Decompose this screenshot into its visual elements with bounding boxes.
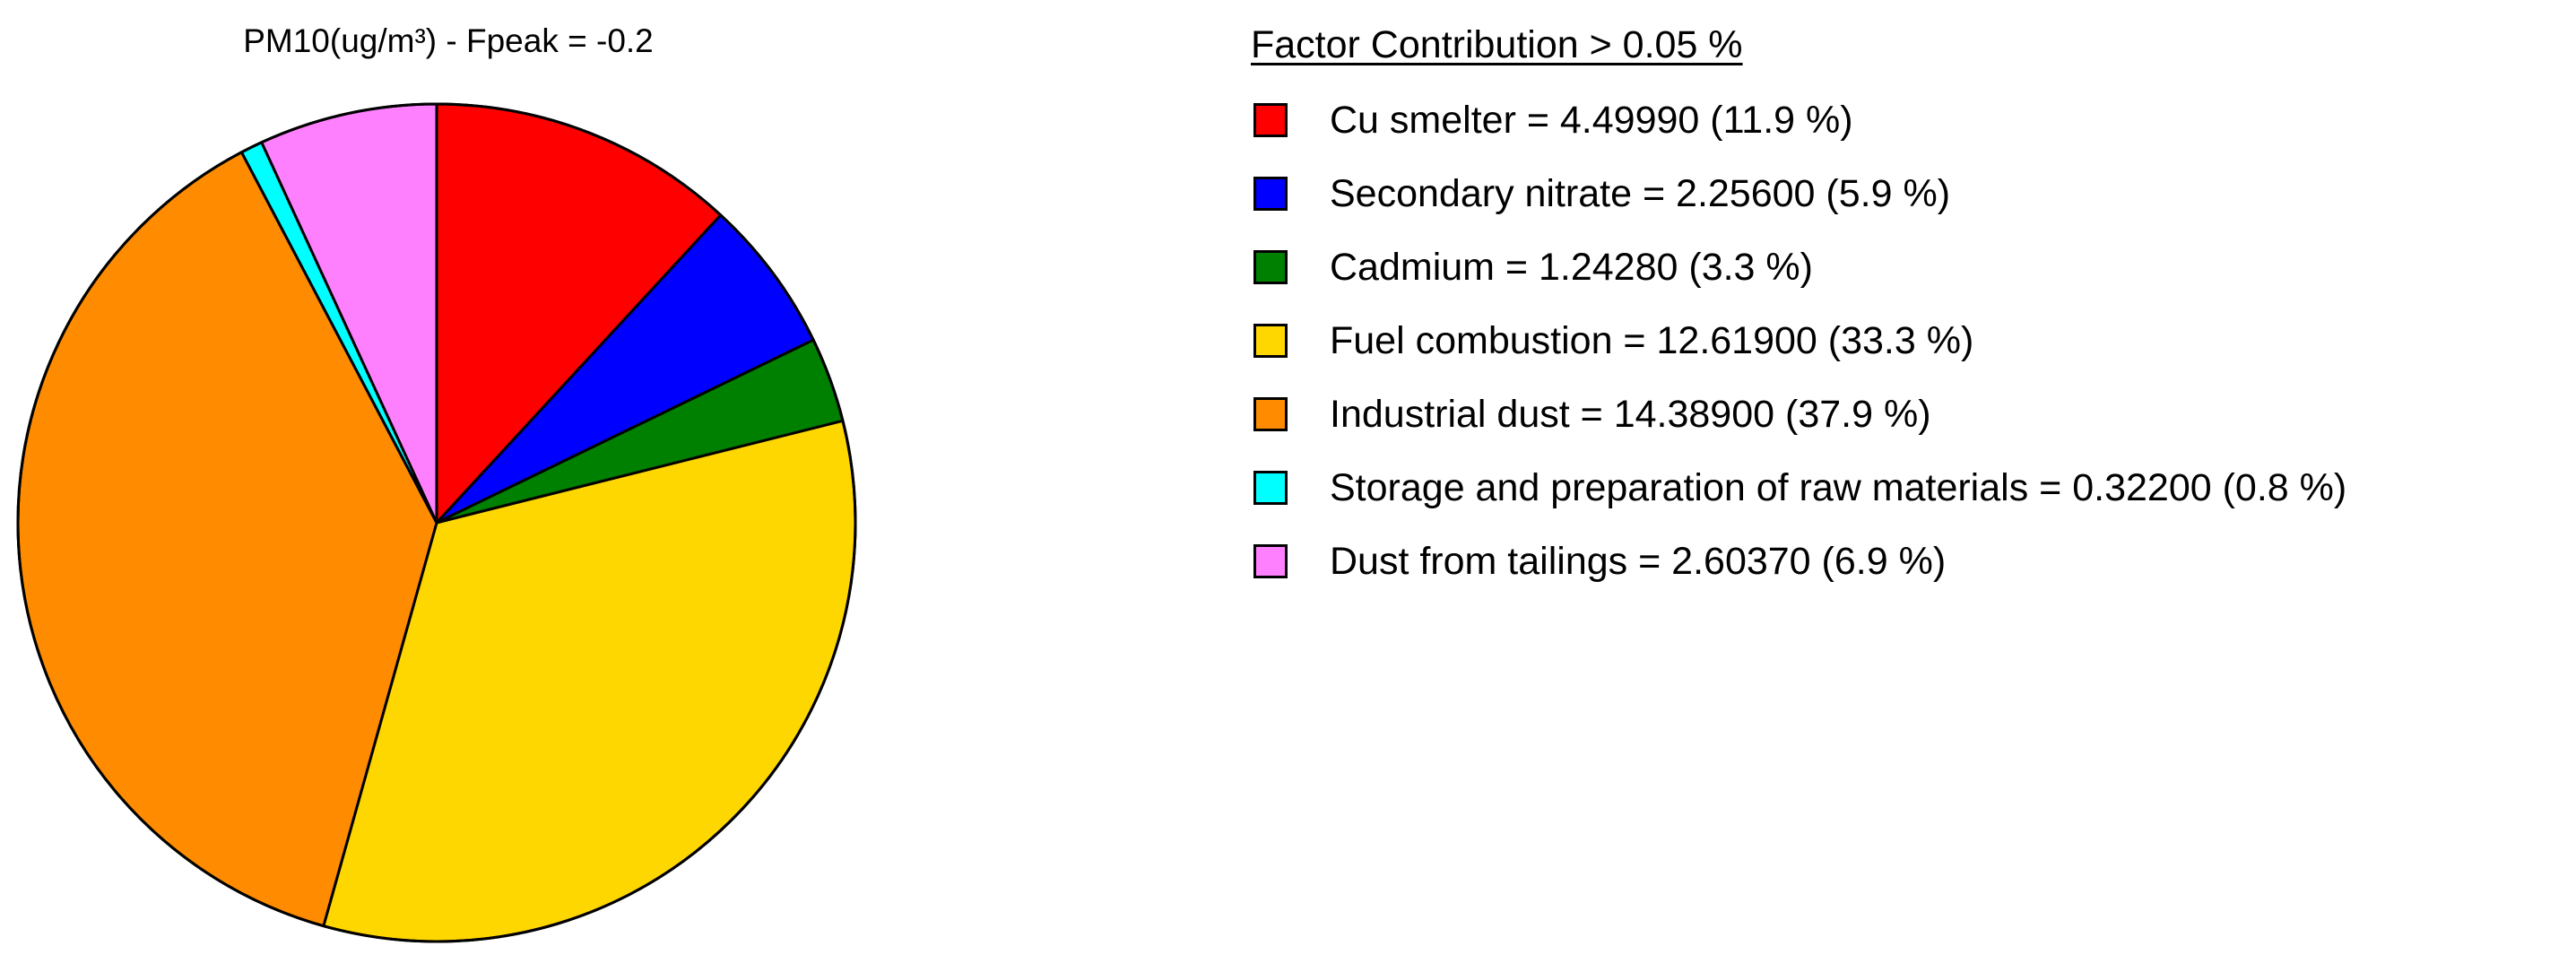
legend-swatch-cu-smelter — [1253, 103, 1288, 137]
legend-label-industrial-dust: Industrial dust = 14.38900 (37.9 %) — [1330, 393, 1931, 436]
legend-title: Factor Contribution > 0.05 % — [1251, 23, 1743, 66]
legend-swatch-storage-and-preparation-of-raw-materials — [1253, 471, 1288, 505]
pie-outline — [16, 102, 857, 943]
legend-label-fuel-combustion: Fuel combustion = 12.61900 (33.3 %) — [1330, 319, 1974, 362]
legend-label-cu-smelter: Cu smelter = 4.49990 (11.9 %) — [1330, 99, 1853, 142]
legend-swatch-cadmium — [1253, 250, 1288, 284]
legend-item-cu-smelter: Cu smelter = 4.49990 (11.9 %) — [1251, 93, 1853, 147]
legend-swatch-fuel-combustion — [1253, 324, 1288, 358]
legend-label-secondary-nitrate: Secondary nitrate = 2.25600 (5.9 %) — [1330, 172, 1951, 215]
legend-item-dust-from-tailings: Dust from tailings = 2.60370 (6.9 %) — [1251, 534, 1946, 588]
legend-label-cadmium: Cadmium = 1.24280 (3.3 %) — [1330, 246, 1813, 289]
legend-label-dust-from-tailings: Dust from tailings = 2.60370 (6.9 %) — [1330, 540, 1947, 583]
legend-item-cadmium: Cadmium = 1.24280 (3.3 %) — [1251, 240, 1813, 294]
legend-swatch-secondary-nitrate — [1253, 177, 1288, 211]
chart-title: PM10(ug/m³) - Fpeak = -0.2 — [243, 22, 654, 59]
pie-chart — [16, 102, 857, 943]
legend-item-secondary-nitrate: Secondary nitrate = 2.25600 (5.9 %) — [1251, 167, 1950, 221]
legend-label-storage-and-preparation-of-raw-materials: Storage and preparation of raw materials… — [1330, 466, 2347, 509]
legend: Factor Contribution > 0.05 % Cu smelter … — [1251, 20, 2346, 583]
legend-item-fuel-combustion: Fuel combustion = 12.61900 (33.3 %) — [1251, 314, 1973, 368]
legend-swatch-dust-from-tailings — [1253, 544, 1288, 578]
legend-swatch-industrial-dust — [1253, 397, 1288, 431]
legend-item-storage-and-preparation-of-raw-materials: Storage and preparation of raw materials… — [1251, 461, 2346, 515]
legend-item-industrial-dust: Industrial dust = 14.38900 (37.9 %) — [1251, 387, 1931, 441]
